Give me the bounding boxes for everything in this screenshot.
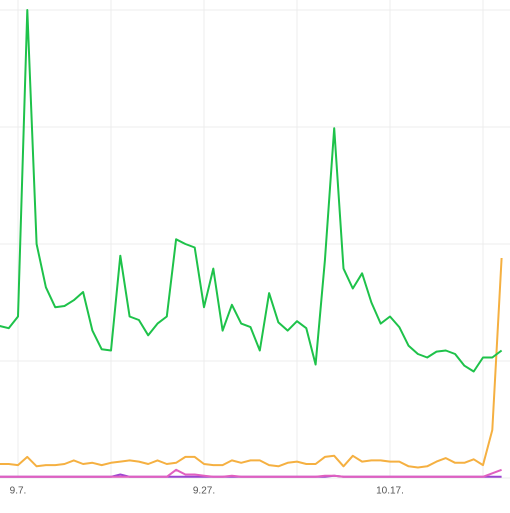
x-tick-label: 9.27. (193, 486, 215, 497)
x-tick-label: 9.7. (10, 486, 27, 497)
series-line (0, 9, 503, 373)
series-line (0, 468, 502, 478)
series-line (0, 257, 503, 469)
x-tick-label: 10.17. (376, 486, 404, 497)
